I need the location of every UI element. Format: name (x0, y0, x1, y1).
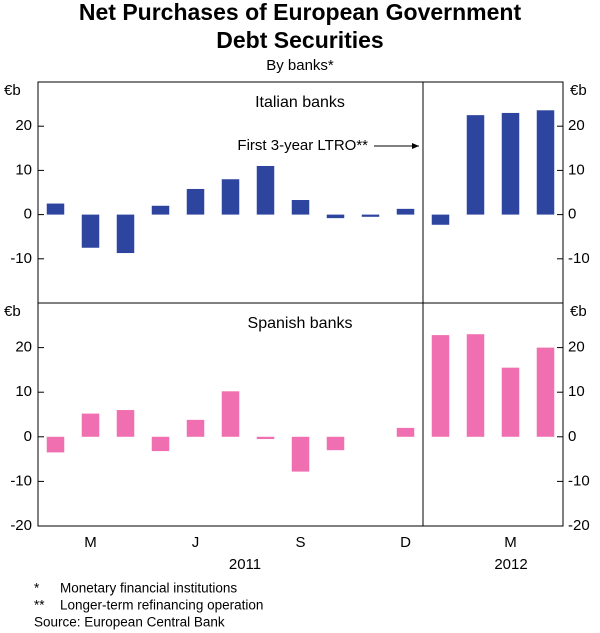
bar (116, 410, 135, 437)
x-tick-label: M (504, 534, 517, 551)
chart-title: Net Purchases of European Government (79, 0, 522, 25)
source: Source: European Central Bank (34, 615, 225, 630)
bar (291, 436, 310, 472)
bar (116, 214, 135, 254)
chart-title: Debt Securities (216, 27, 383, 53)
year-label: 2012 (494, 556, 527, 573)
bar (186, 419, 205, 437)
bar (536, 347, 555, 437)
y-tick-label: 10 (15, 383, 32, 400)
x-tick-label: D (400, 534, 411, 551)
y-unit: €b (570, 82, 587, 99)
panel-label: Spanish banks (248, 315, 353, 332)
y-tick-label: 0 (24, 428, 32, 445)
bar (466, 334, 485, 437)
bar (256, 436, 275, 440)
note-symbol: ** (34, 598, 45, 613)
bar (221, 391, 240, 437)
chart-subtitle: By banks* (266, 57, 334, 74)
bar (291, 200, 310, 215)
y-tick-label: 20 (15, 117, 32, 134)
note-symbol: * (34, 581, 40, 596)
y-tick-label: -10 (10, 472, 32, 489)
y-tick-label-right: 10 (568, 161, 585, 178)
y-unit: €b (4, 303, 21, 320)
bar (431, 214, 450, 225)
y-tick-label-right: 0 (568, 206, 576, 223)
bar (151, 436, 170, 452)
y-tick-label: -20 (10, 517, 32, 534)
y-tick-label-right: 20 (568, 117, 585, 134)
bar (361, 214, 380, 217)
y-tick-label-right: -20 (568, 517, 590, 534)
bar (396, 208, 415, 215)
bar (221, 179, 240, 215)
y-tick-label: 20 (15, 339, 32, 356)
bar (256, 165, 275, 215)
bar (431, 335, 450, 437)
y-tick-label: 10 (15, 161, 32, 178)
y-tick-label-right: 10 (568, 383, 585, 400)
bar (536, 110, 555, 215)
y-unit: €b (570, 303, 587, 320)
bar (81, 413, 100, 437)
x-tick-label: J (192, 534, 200, 551)
annotation: First 3-year LTRO** (237, 137, 368, 154)
plot-frame (37, 81, 564, 527)
x-tick-label: S (295, 534, 305, 551)
y-tick-label-right: -10 (568, 472, 590, 489)
y-unit: €b (4, 82, 21, 99)
year-label: 2011 (229, 556, 261, 573)
bar (81, 214, 100, 248)
y-tick-label-right: -10 (568, 250, 590, 267)
bar (501, 367, 520, 437)
note-text: Monetary financial institutions (60, 581, 237, 596)
bar (46, 203, 65, 215)
bar (46, 436, 65, 453)
bar (326, 214, 345, 219)
bar (326, 436, 345, 451)
bar (466, 115, 485, 215)
y-tick-label: -10 (10, 250, 32, 267)
y-tick-label-right: 20 (568, 339, 585, 356)
x-tick-label: M (84, 534, 97, 551)
bar (396, 427, 415, 437)
y-tick-label: 0 (24, 206, 32, 223)
bar (151, 205, 170, 215)
panel-label: Italian banks (255, 94, 345, 111)
bar (501, 112, 520, 215)
y-tick-label-right: 0 (568, 428, 576, 445)
bar (186, 188, 205, 215)
note-text: Longer-term refinancing operation (60, 598, 263, 613)
